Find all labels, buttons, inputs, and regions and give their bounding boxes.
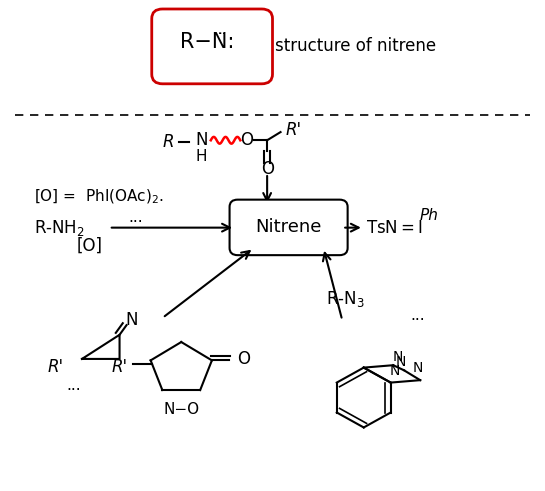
Text: N: N <box>392 350 403 363</box>
Text: H: H <box>196 149 208 164</box>
Text: ...: ... <box>66 378 81 393</box>
Text: O: O <box>261 160 274 178</box>
Text: R': R' <box>286 121 302 138</box>
Text: R-NH$_2$: R-NH$_2$ <box>34 218 84 238</box>
Text: N: N <box>413 361 423 375</box>
Text: R-N$_3$: R-N$_3$ <box>326 289 365 308</box>
Text: Ph: Ph <box>420 208 439 222</box>
Text: N: N <box>126 311 138 329</box>
Text: N: N <box>196 131 208 149</box>
Text: R: R <box>162 133 174 151</box>
Text: Nitrene: Nitrene <box>256 218 322 236</box>
Text: N: N <box>396 355 407 369</box>
Text: ...: ... <box>128 211 143 225</box>
Text: TsN$=$I: TsN$=$I <box>366 218 423 237</box>
FancyBboxPatch shape <box>152 9 272 84</box>
Text: R': R' <box>47 358 63 376</box>
Text: O: O <box>240 131 253 149</box>
Text: ...: ... <box>410 308 425 323</box>
Text: [O]: [O] <box>77 237 103 254</box>
Text: R': R' <box>112 358 128 376</box>
Text: N: N <box>390 363 400 378</box>
Text: [O] =  PhI(OAc)$_2$.: [O] = PhI(OAc)$_2$. <box>34 188 164 206</box>
FancyBboxPatch shape <box>229 200 348 255</box>
Text: R−N̈:: R−N̈: <box>179 31 234 52</box>
Text: structure of nitrene: structure of nitrene <box>275 37 437 55</box>
Text: O: O <box>237 351 250 368</box>
Text: N−O: N−O <box>163 402 199 417</box>
